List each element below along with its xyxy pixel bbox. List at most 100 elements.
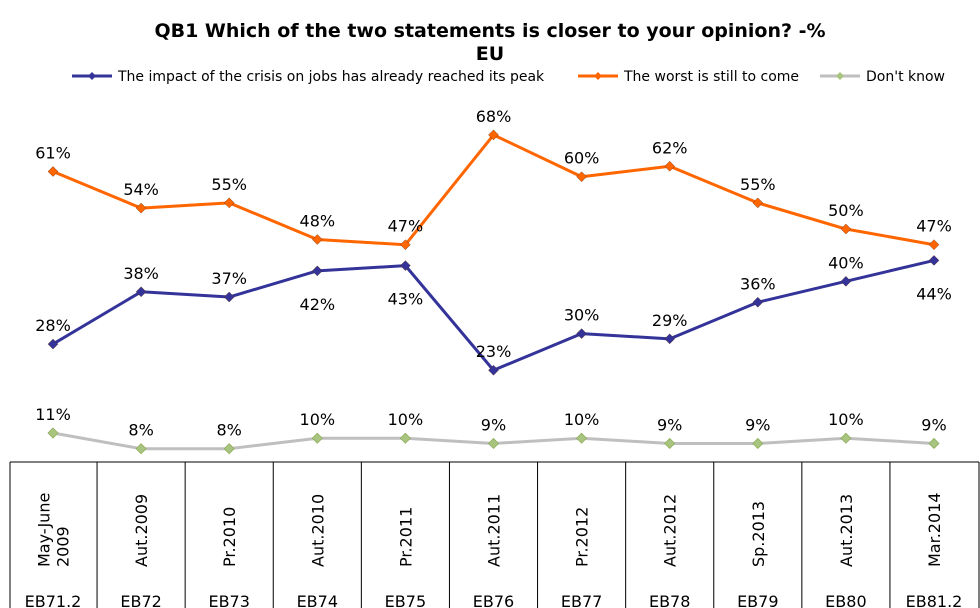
data-label-s0-4: 43% — [388, 290, 424, 309]
chart-subtitle: EU — [476, 43, 504, 65]
category-label-5: Aut.2011 — [485, 494, 504, 567]
data-label-s1-7: 62% — [652, 138, 688, 157]
series-line-1 — [52, 133, 935, 247]
data-label-s1-10: 47% — [916, 217, 952, 236]
category-label-0: May-June 2009 — [35, 493, 73, 567]
wave-label-0: EB71.2 — [25, 592, 82, 608]
point-s0-4 — [400, 260, 411, 271]
data-label-s0-8: 36% — [740, 274, 776, 293]
category-table: May-June 2009 EB71.2 Aut.2009 EB72 Pr.2010 EB7… — [9, 461, 980, 608]
point-s1-10 — [928, 239, 940, 251]
data-label-s0-3: 42% — [300, 295, 336, 314]
category-label-2: Pr.2010 — [220, 507, 239, 567]
category-text-2: Pr.2010 — [220, 507, 239, 567]
point-s2-3 — [311, 432, 323, 444]
data-label-s0-10: 44% — [916, 284, 952, 303]
legend-marker-0 — [88, 72, 96, 80]
data-label-s1-6: 60% — [564, 149, 600, 168]
category-label-3: Aut.2010 — [308, 494, 327, 567]
point-s0-6 — [576, 328, 587, 339]
wave-label-3: EB74 — [297, 592, 338, 608]
legend-label-0: The impact of the crisis on jobs has alr… — [117, 69, 545, 85]
point-s0-0 — [47, 338, 59, 350]
data-label-s2-4: 10% — [388, 410, 424, 429]
wave-label-5: EB76 — [473, 592, 514, 608]
category-label-6: Pr.2012 — [573, 507, 592, 567]
point-s0-8 — [752, 296, 764, 308]
wave-label-2: EB73 — [208, 592, 249, 608]
wave-label-8: EB79 — [737, 592, 778, 608]
data-label-s1-5: 68% — [476, 107, 512, 126]
data-label-s1-0: 61% — [35, 144, 71, 163]
data-label-s1-1: 54% — [123, 180, 159, 199]
point-s2-1 — [135, 443, 147, 455]
point-s0-5 — [488, 364, 499, 376]
point-s1-7 — [664, 160, 675, 172]
series-markers — [47, 129, 940, 455]
point-s2-9 — [840, 432, 852, 444]
point-s1-1 — [135, 202, 147, 214]
category-label-7: Aut.2012 — [661, 494, 680, 567]
data-labels: 28% 38% 37% 42% 43% 23% 30% 29% 36% 40% 44% 61% 54% 5… — [35, 107, 952, 440]
category-label-4: Pr.2011 — [396, 507, 415, 567]
data-label-s0-7: 29% — [652, 311, 688, 330]
legend-label-2: Don't know — [866, 69, 945, 85]
category-label-8: Sp.2013 — [749, 501, 768, 567]
series-lines — [52, 133, 935, 451]
point-s2-7 — [664, 437, 676, 450]
point-s2-10 — [928, 437, 940, 450]
category-text-0-0: May-June — [35, 493, 54, 567]
legend: The impact of the crisis on jobs has alr… — [72, 69, 945, 85]
data-label-s0-0: 28% — [35, 316, 71, 335]
point-s2-0 — [47, 427, 59, 439]
category-label-1: Aut.2009 — [132, 494, 151, 567]
wave-label-10: EB81.2 — [906, 592, 963, 608]
chart-title: QB1 Which of the two statements is close… — [154, 20, 825, 42]
wave-label-1: EB72 — [120, 592, 161, 608]
legend-marker-2 — [836, 72, 844, 80]
data-label-s2-6: 10% — [564, 410, 600, 429]
point-s1-4 — [400, 239, 411, 251]
point-s1-5 — [488, 129, 499, 141]
data-label-s1-3: 48% — [300, 211, 336, 230]
data-label-s2-2: 8% — [217, 421, 242, 440]
category-label-9: Aut.2013 — [837, 494, 856, 567]
category-text-9: Aut.2013 — [837, 494, 856, 567]
data-label-s2-1: 8% — [128, 421, 153, 440]
category-text-1: Aut.2009 — [132, 494, 151, 567]
point-s0-2 — [223, 291, 235, 303]
point-s2-2 — [223, 443, 235, 455]
category-text-4: Pr.2011 — [396, 507, 415, 567]
point-s0-3 — [312, 265, 323, 277]
data-label-s2-10: 9% — [921, 415, 946, 434]
point-s2-6 — [576, 432, 588, 444]
point-s0-7 — [664, 333, 675, 345]
point-s1-9 — [840, 223, 852, 235]
category-text-8: Sp.2013 — [749, 501, 768, 567]
wave-label-7: EB78 — [649, 592, 690, 608]
point-s2-8 — [752, 437, 764, 450]
data-label-s0-2: 37% — [211, 269, 247, 288]
data-label-s2-3: 10% — [300, 410, 336, 429]
point-s2-5 — [487, 437, 500, 450]
data-label-s2-0: 11% — [35, 405, 71, 424]
point-s0-9 — [840, 276, 852, 287]
data-label-s1-4: 47% — [388, 217, 424, 236]
point-s2-4 — [399, 432, 411, 444]
wave-label-9: EB80 — [825, 592, 866, 608]
point-s1-6 — [576, 171, 587, 183]
data-label-s2-8: 9% — [745, 415, 770, 434]
data-label-s0-6: 30% — [564, 306, 600, 325]
point-s1-2 — [223, 197, 235, 209]
data-label-s2-7: 9% — [657, 415, 682, 434]
legend-marker-1 — [594, 72, 602, 80]
data-label-s0-1: 38% — [123, 264, 159, 283]
point-s1-0 — [47, 166, 59, 177]
legend-label-1: The worst is still to come — [623, 69, 799, 85]
data-label-s0-5: 23% — [476, 342, 512, 361]
wave-label-6: EB77 — [561, 592, 602, 608]
data-label-s1-2: 55% — [211, 175, 247, 194]
category-label-10: Mar.2014 — [925, 492, 944, 567]
data-label-s0-9: 40% — [828, 253, 864, 272]
